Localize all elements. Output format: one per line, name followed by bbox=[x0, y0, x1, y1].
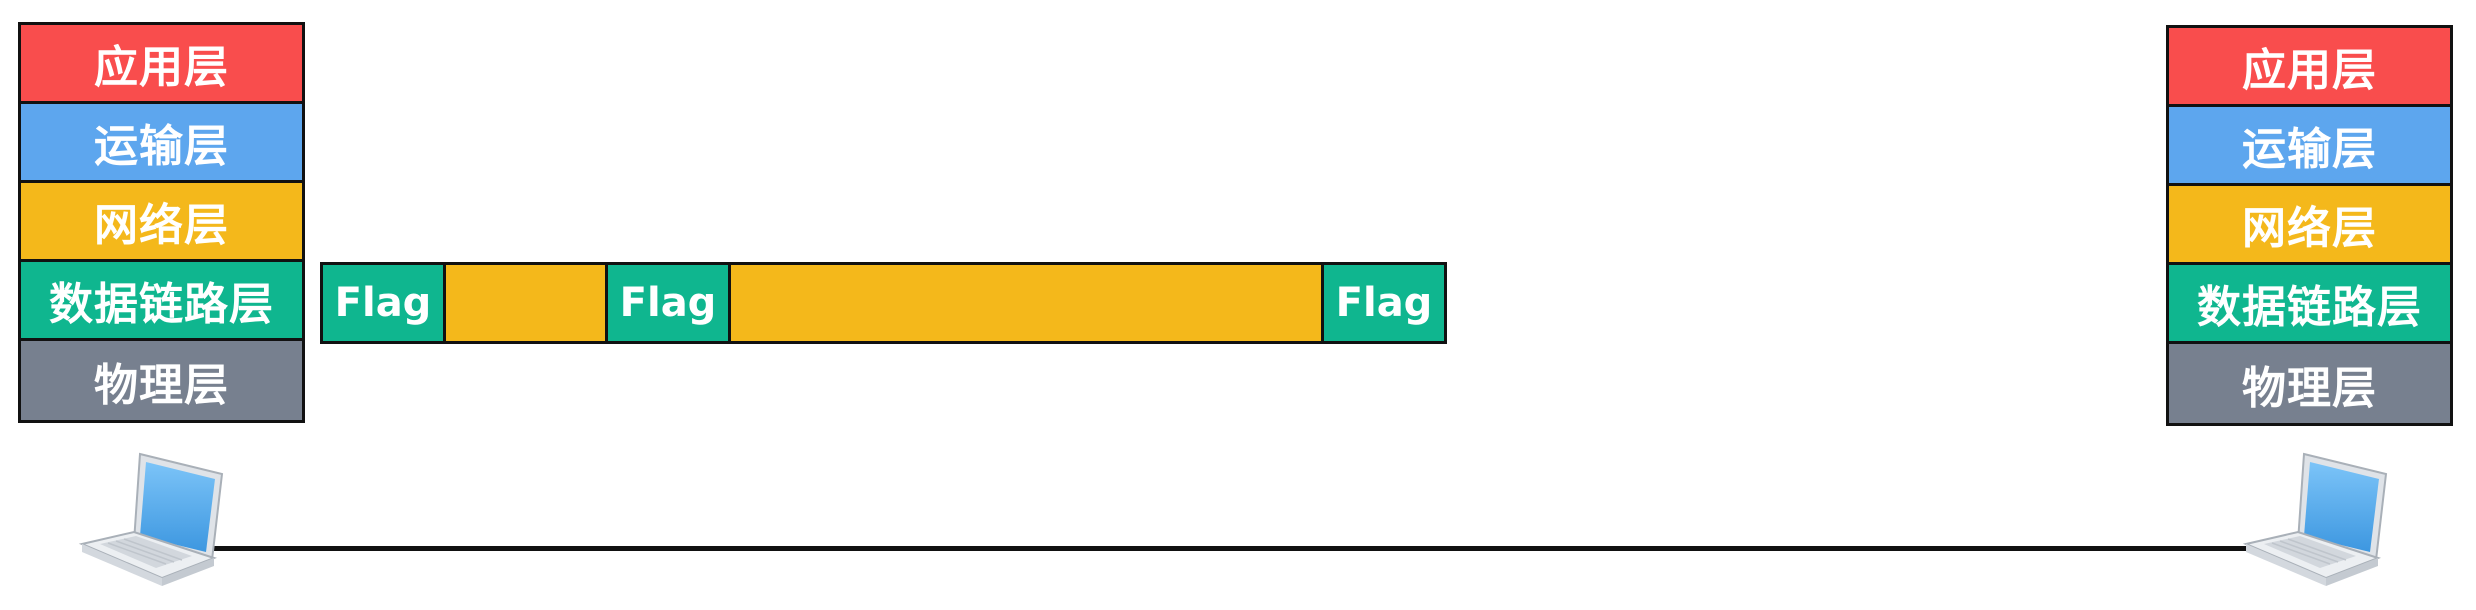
right-physical-layer: 物理层 bbox=[2169, 344, 2450, 423]
right-datalink-layer: 数据链路层 bbox=[2169, 265, 2450, 344]
left-transport-layer: 运输层 bbox=[21, 104, 302, 183]
right-transport-layer: 运输层 bbox=[2169, 107, 2450, 186]
data-link-frame: Flag Flag Flag bbox=[320, 262, 1447, 344]
frame-flag-2: Flag bbox=[608, 265, 731, 341]
left-application-layer: 应用层 bbox=[21, 25, 302, 104]
laptop-icon bbox=[78, 452, 224, 586]
left-network-layer: 网络层 bbox=[21, 183, 302, 262]
left-datalink-layer: 数据链路层 bbox=[21, 262, 302, 341]
frame-data-segment-2 bbox=[731, 265, 1324, 341]
frame-flag-1: Flag bbox=[323, 265, 446, 341]
right-protocol-stack: 应用层 运输层 网络层 数据链路层 物理层 bbox=[2166, 25, 2453, 426]
right-network-layer: 网络层 bbox=[2169, 186, 2450, 265]
left-physical-layer: 物理层 bbox=[21, 341, 302, 420]
left-protocol-stack: 应用层 运输层 网络层 数据链路层 物理层 bbox=[18, 22, 305, 423]
frame-flag-3: Flag bbox=[1324, 265, 1444, 341]
frame-data-segment-1 bbox=[446, 265, 608, 341]
right-application-layer: 应用层 bbox=[2169, 28, 2450, 107]
transmission-wire bbox=[200, 546, 2260, 551]
laptop-icon bbox=[2242, 452, 2388, 586]
